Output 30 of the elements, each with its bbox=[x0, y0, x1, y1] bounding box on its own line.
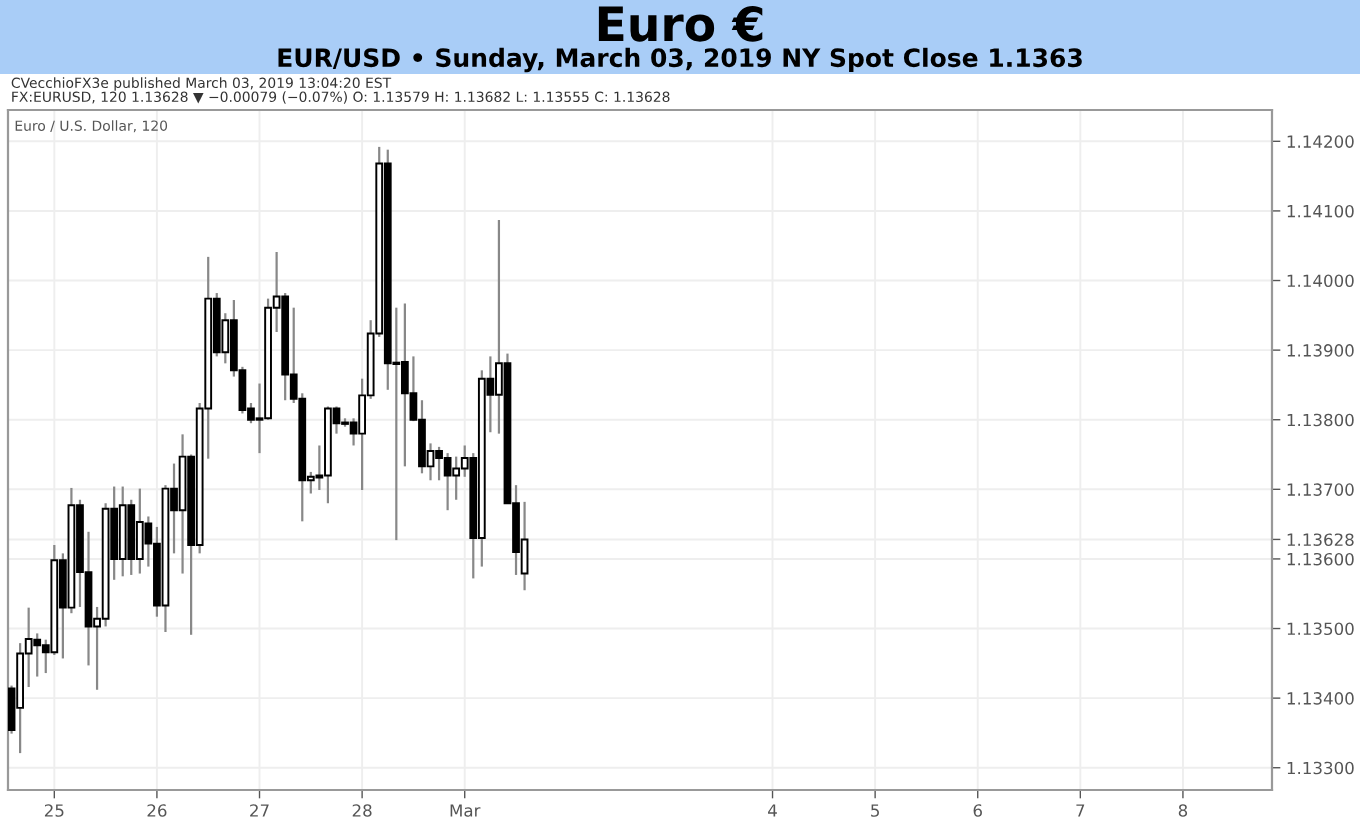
candlestick bbox=[418, 399, 426, 475]
candlestick bbox=[135, 487, 144, 575]
x-tick-label: 28 bbox=[352, 804, 372, 817]
x-tick-label: 7 bbox=[1076, 804, 1085, 817]
x-tick-label: 27 bbox=[250, 804, 269, 817]
y-tick-label: 1.13700 bbox=[1287, 483, 1354, 496]
candlestick bbox=[452, 455, 461, 501]
y-tick-label: 1.14100 bbox=[1287, 204, 1354, 218]
y-tick-label: 1.13800 bbox=[1287, 413, 1354, 427]
candlestick bbox=[400, 302, 409, 468]
y-tick-label: 1.13628 bbox=[1287, 533, 1354, 547]
y-tick-label: 1.13300 bbox=[1287, 761, 1354, 775]
y-tick-label: 1.14000 bbox=[1287, 274, 1354, 288]
y-tick-label: 1.13400 bbox=[1287, 692, 1354, 705]
y-tick-label: 1.14200 bbox=[1287, 135, 1354, 148]
x-tick-label: 25 bbox=[44, 804, 64, 817]
x-tick-label: 4 bbox=[768, 804, 777, 817]
x-tick-label: 6 bbox=[973, 804, 982, 817]
y-tick-label: 1.13900 bbox=[1287, 344, 1354, 357]
x-tick-label: 26 bbox=[147, 804, 167, 817]
candlestick bbox=[443, 452, 452, 512]
y-tick-label: 1.13600 bbox=[1287, 552, 1354, 566]
x-tick-label: 5 bbox=[871, 804, 879, 817]
y-tick-label: 1.13500 bbox=[1287, 622, 1354, 636]
x-tick-label: Mar bbox=[450, 804, 481, 817]
chart-title: Euro € bbox=[598, 5, 763, 42]
chart-subtitle: EUR/USD • Sunday, March 03, 2019 NY Spot Close 1.1363 bbox=[278, 47, 1082, 73]
candlestick bbox=[520, 500, 529, 592]
x-tick-label: 8 bbox=[1178, 804, 1188, 817]
candlestick bbox=[33, 632, 42, 678]
